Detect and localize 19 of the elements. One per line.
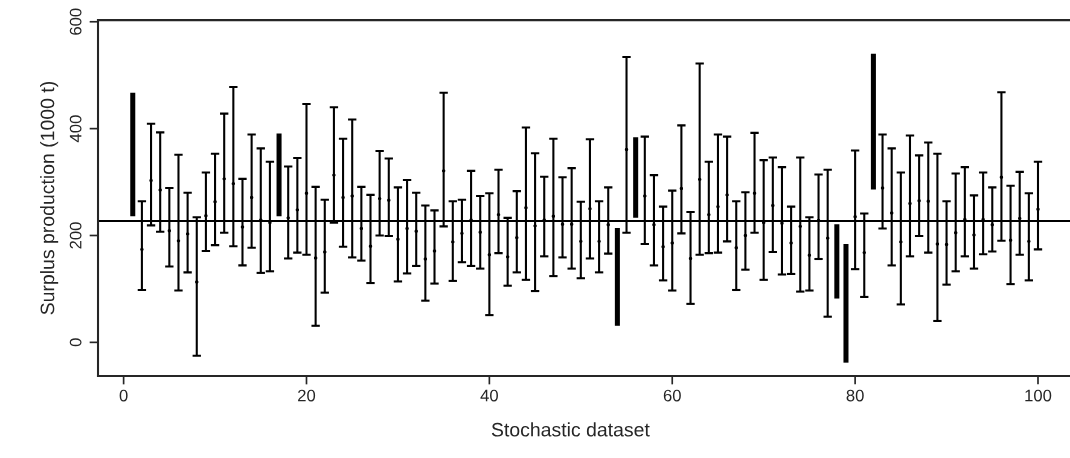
x-tick-label: 20 (298, 389, 316, 402)
x-tick-label: 60 (663, 389, 681, 402)
x-tick-label: 40 (480, 389, 498, 402)
y-tick-label: 200 (69, 222, 82, 249)
bar (870, 53, 876, 190)
bar (130, 92, 136, 217)
bar (614, 228, 620, 326)
y-axis-title: Surplus production (1000 t) (40, 82, 59, 315)
bar (633, 137, 639, 218)
y-tick-label: 600 (69, 8, 82, 35)
x-axis-title: Stochastic dataset (491, 422, 650, 437)
bar (276, 133, 282, 217)
x-tick-label: 80 (846, 389, 864, 402)
y-tick-label: 400 (69, 115, 82, 143)
x-tick-label: 100 (1025, 389, 1052, 402)
bar (843, 244, 849, 363)
x-tick-label: 0 (119, 389, 128, 402)
y-tick-label: 0 (69, 338, 82, 347)
bar (834, 224, 840, 299)
